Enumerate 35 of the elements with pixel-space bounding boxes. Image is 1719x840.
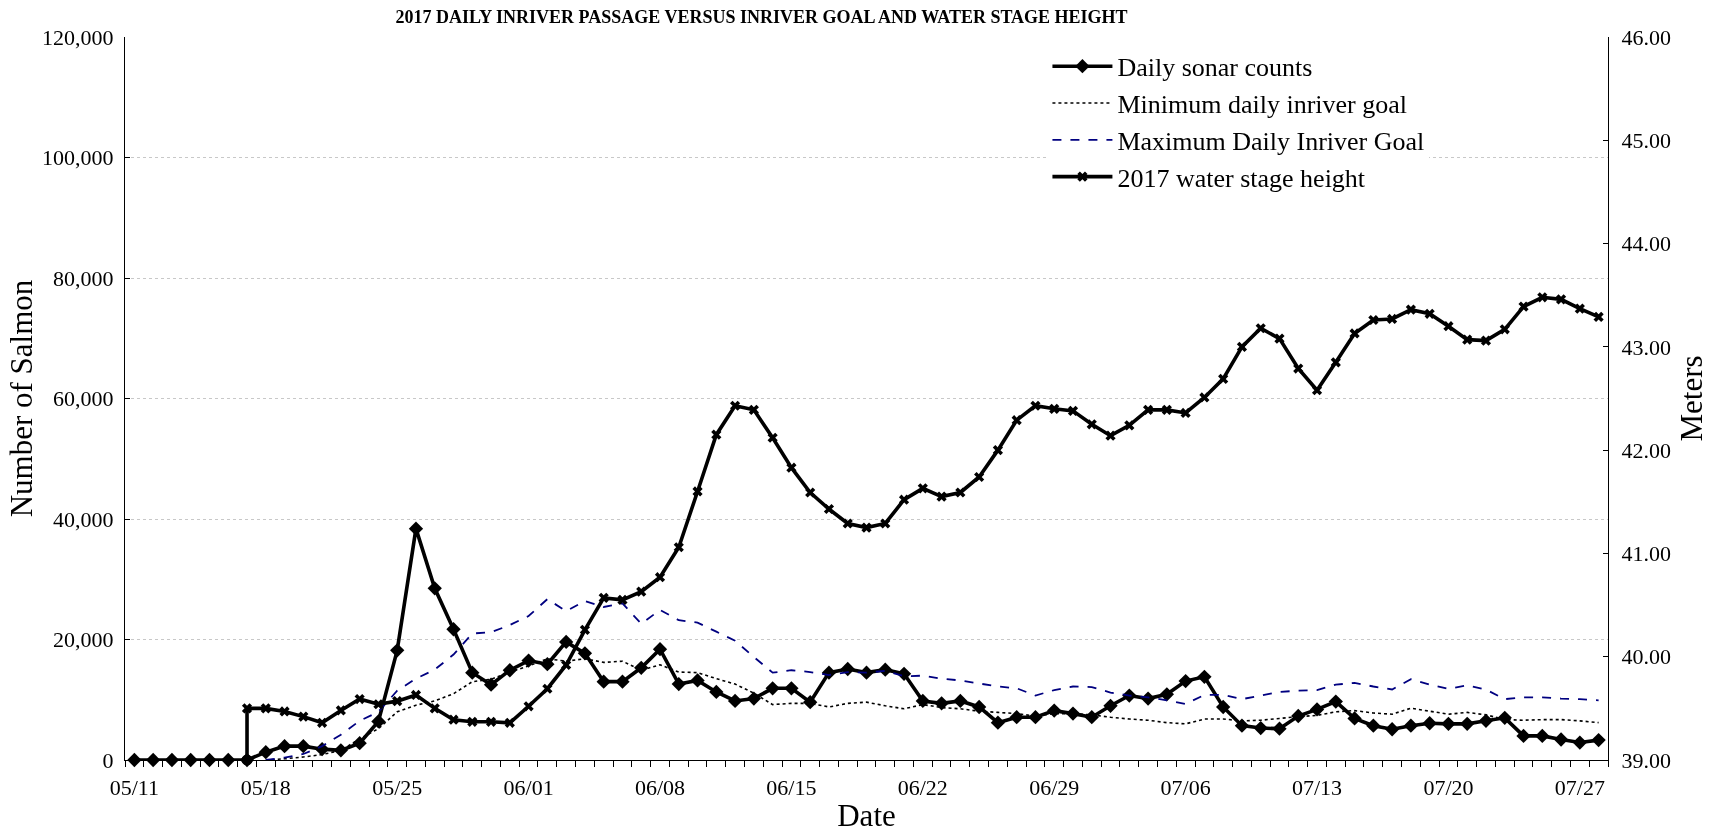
x-tick-label: 05/11 bbox=[109, 775, 160, 801]
y2-tick-label: 44.00 bbox=[1621, 231, 1671, 257]
y-tick-label: 20,000 bbox=[53, 627, 114, 653]
x-tick-label: 06/01 bbox=[503, 775, 554, 801]
x-tick-label: 05/18 bbox=[240, 775, 291, 801]
y-tick-label: 100,000 bbox=[42, 145, 114, 171]
y2-tick-label: 42.00 bbox=[1621, 437, 1671, 463]
x-tick-label: 07/13 bbox=[1291, 775, 1343, 801]
x-axis-title: Date bbox=[837, 797, 896, 833]
x-tick-label: 06/08 bbox=[634, 775, 686, 801]
legend-label: Maximum Daily Inriver Goal bbox=[1117, 126, 1425, 156]
y-tick-label: 120,000 bbox=[42, 24, 114, 50]
y2-tick-label: 46.00 bbox=[1621, 24, 1671, 50]
x-tick-label: 06/29 bbox=[1029, 775, 1080, 801]
y-axis-title: Number of Salmon bbox=[3, 279, 39, 518]
legend-label: Minimum daily inriver goal bbox=[1117, 90, 1407, 120]
x-tick-label: 05/25 bbox=[372, 775, 423, 801]
y2-tick-label: 45.00 bbox=[1621, 127, 1671, 153]
x-tick-label: 07/27 bbox=[1554, 775, 1605, 801]
legend-label: Daily sonar counts bbox=[1117, 53, 1313, 83]
y2-tick-label: 41.00 bbox=[1621, 541, 1671, 567]
y2-axis-title: Meters bbox=[1674, 355, 1710, 442]
x-tick-label: 07/20 bbox=[1423, 775, 1474, 801]
chart-title: 2017 DAILY INRIVER PASSAGE VERSUS INRIVER GOAL AND WATER STAGE HEIGHT bbox=[395, 7, 1128, 28]
x-tick-label: 07/06 bbox=[1160, 775, 1211, 801]
y-tick-label: 80,000 bbox=[53, 265, 114, 291]
y2-tick-label: 43.00 bbox=[1621, 334, 1671, 360]
y-tick-label: 60,000 bbox=[53, 386, 114, 412]
y2-tick-label: 40.00 bbox=[1621, 644, 1671, 670]
legend-label: 2017 water stage height bbox=[1117, 163, 1366, 193]
x-tick-label: 06/15 bbox=[766, 775, 817, 801]
y-tick-label: 0 bbox=[102, 747, 114, 773]
y2-tick-label: 39.00 bbox=[1621, 747, 1671, 773]
y-tick-label: 40,000 bbox=[53, 506, 114, 532]
x-tick-label: 06/22 bbox=[897, 775, 948, 801]
